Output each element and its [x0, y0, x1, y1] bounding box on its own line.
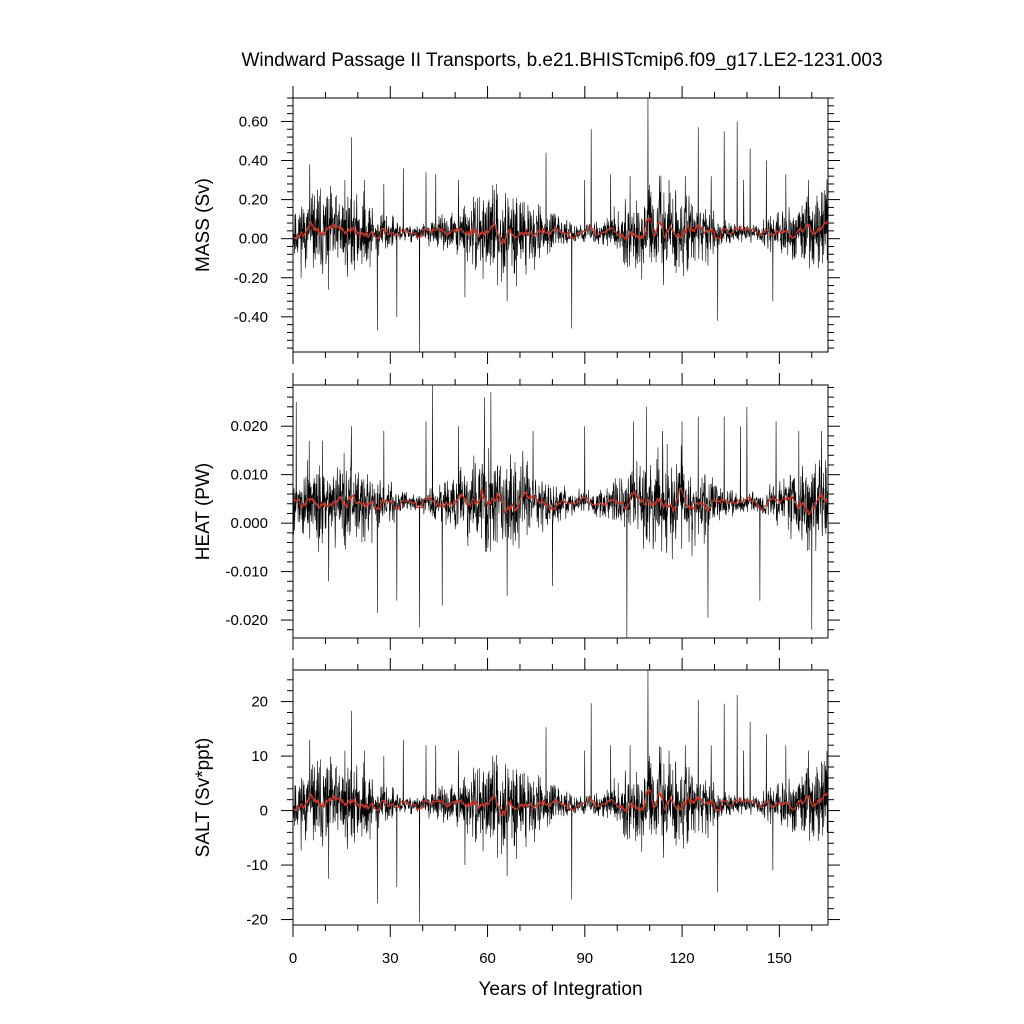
x-axis-label: Years of Integration	[478, 979, 642, 1000]
y-tick-label: 10	[251, 748, 268, 765]
y-tick-label: 0.020	[230, 418, 268, 435]
monthly-series-line	[293, 385, 828, 638]
panel-1: -0.40 -0.20 0.00 0.20 0.40 0.60 MASS (Sv)	[193, 86, 840, 364]
x-tick-label: 0	[289, 950, 297, 967]
x-tick-label: 90	[576, 950, 593, 967]
y-axis-label: MASS (Sv)	[193, 178, 214, 272]
x-tick-label: 150	[767, 950, 792, 967]
y-tick-label: 0.60	[239, 113, 268, 130]
chart-title: Windward Passage II Transports, b.e21.BH…	[241, 50, 882, 71]
annual-mean-line	[293, 788, 828, 817]
x-tick-label: 120	[670, 950, 695, 967]
panel-3: -20 -10 0 10 20 0 30 60 90 120 150 SALT (Sv*ppt) Yea…	[193, 658, 840, 1000]
monthly-series-line	[293, 670, 828, 923]
y-tick-label: 0.00	[239, 231, 268, 248]
y-tick-label: -0.010	[225, 564, 268, 581]
monthly-series-line	[293, 98, 828, 352]
plot-frame	[292, 97, 829, 353]
y-tick-label: 0	[260, 803, 268, 820]
y-tick-label: 0.000	[230, 515, 268, 532]
x-tick-label: 30	[382, 950, 399, 967]
panel-2: -0.020 -0.010 0.000 0.010 0.020 HEAT (PW)	[193, 373, 840, 650]
x-tick-label: 60	[479, 950, 496, 967]
plot-frame	[292, 384, 829, 639]
chart-panels: -0.40 -0.20 0.00 0.20 0.40 0.60 MASS (Sv) -0.02…	[193, 86, 840, 1000]
y-axis-label: SALT (Sv*ppt)	[193, 738, 214, 858]
y-tick-label: -0.40	[234, 309, 268, 326]
y-tick-label: -0.020	[225, 612, 268, 629]
y-axis-label: HEAT (PW)	[193, 463, 214, 560]
y-tick-label: -0.20	[234, 270, 268, 287]
annual-mean-line	[293, 217, 828, 245]
y-tick-label: 0.010	[230, 467, 268, 484]
y-tick-label: 20	[251, 694, 268, 711]
plot-frame	[292, 669, 829, 926]
y-tick-label: 0.20	[239, 192, 268, 209]
y-tick-label: -10	[246, 857, 268, 874]
annual-mean-line	[293, 485, 828, 516]
y-tick-label: 0.40	[239, 153, 268, 170]
y-tick-label: -20	[246, 912, 268, 929]
